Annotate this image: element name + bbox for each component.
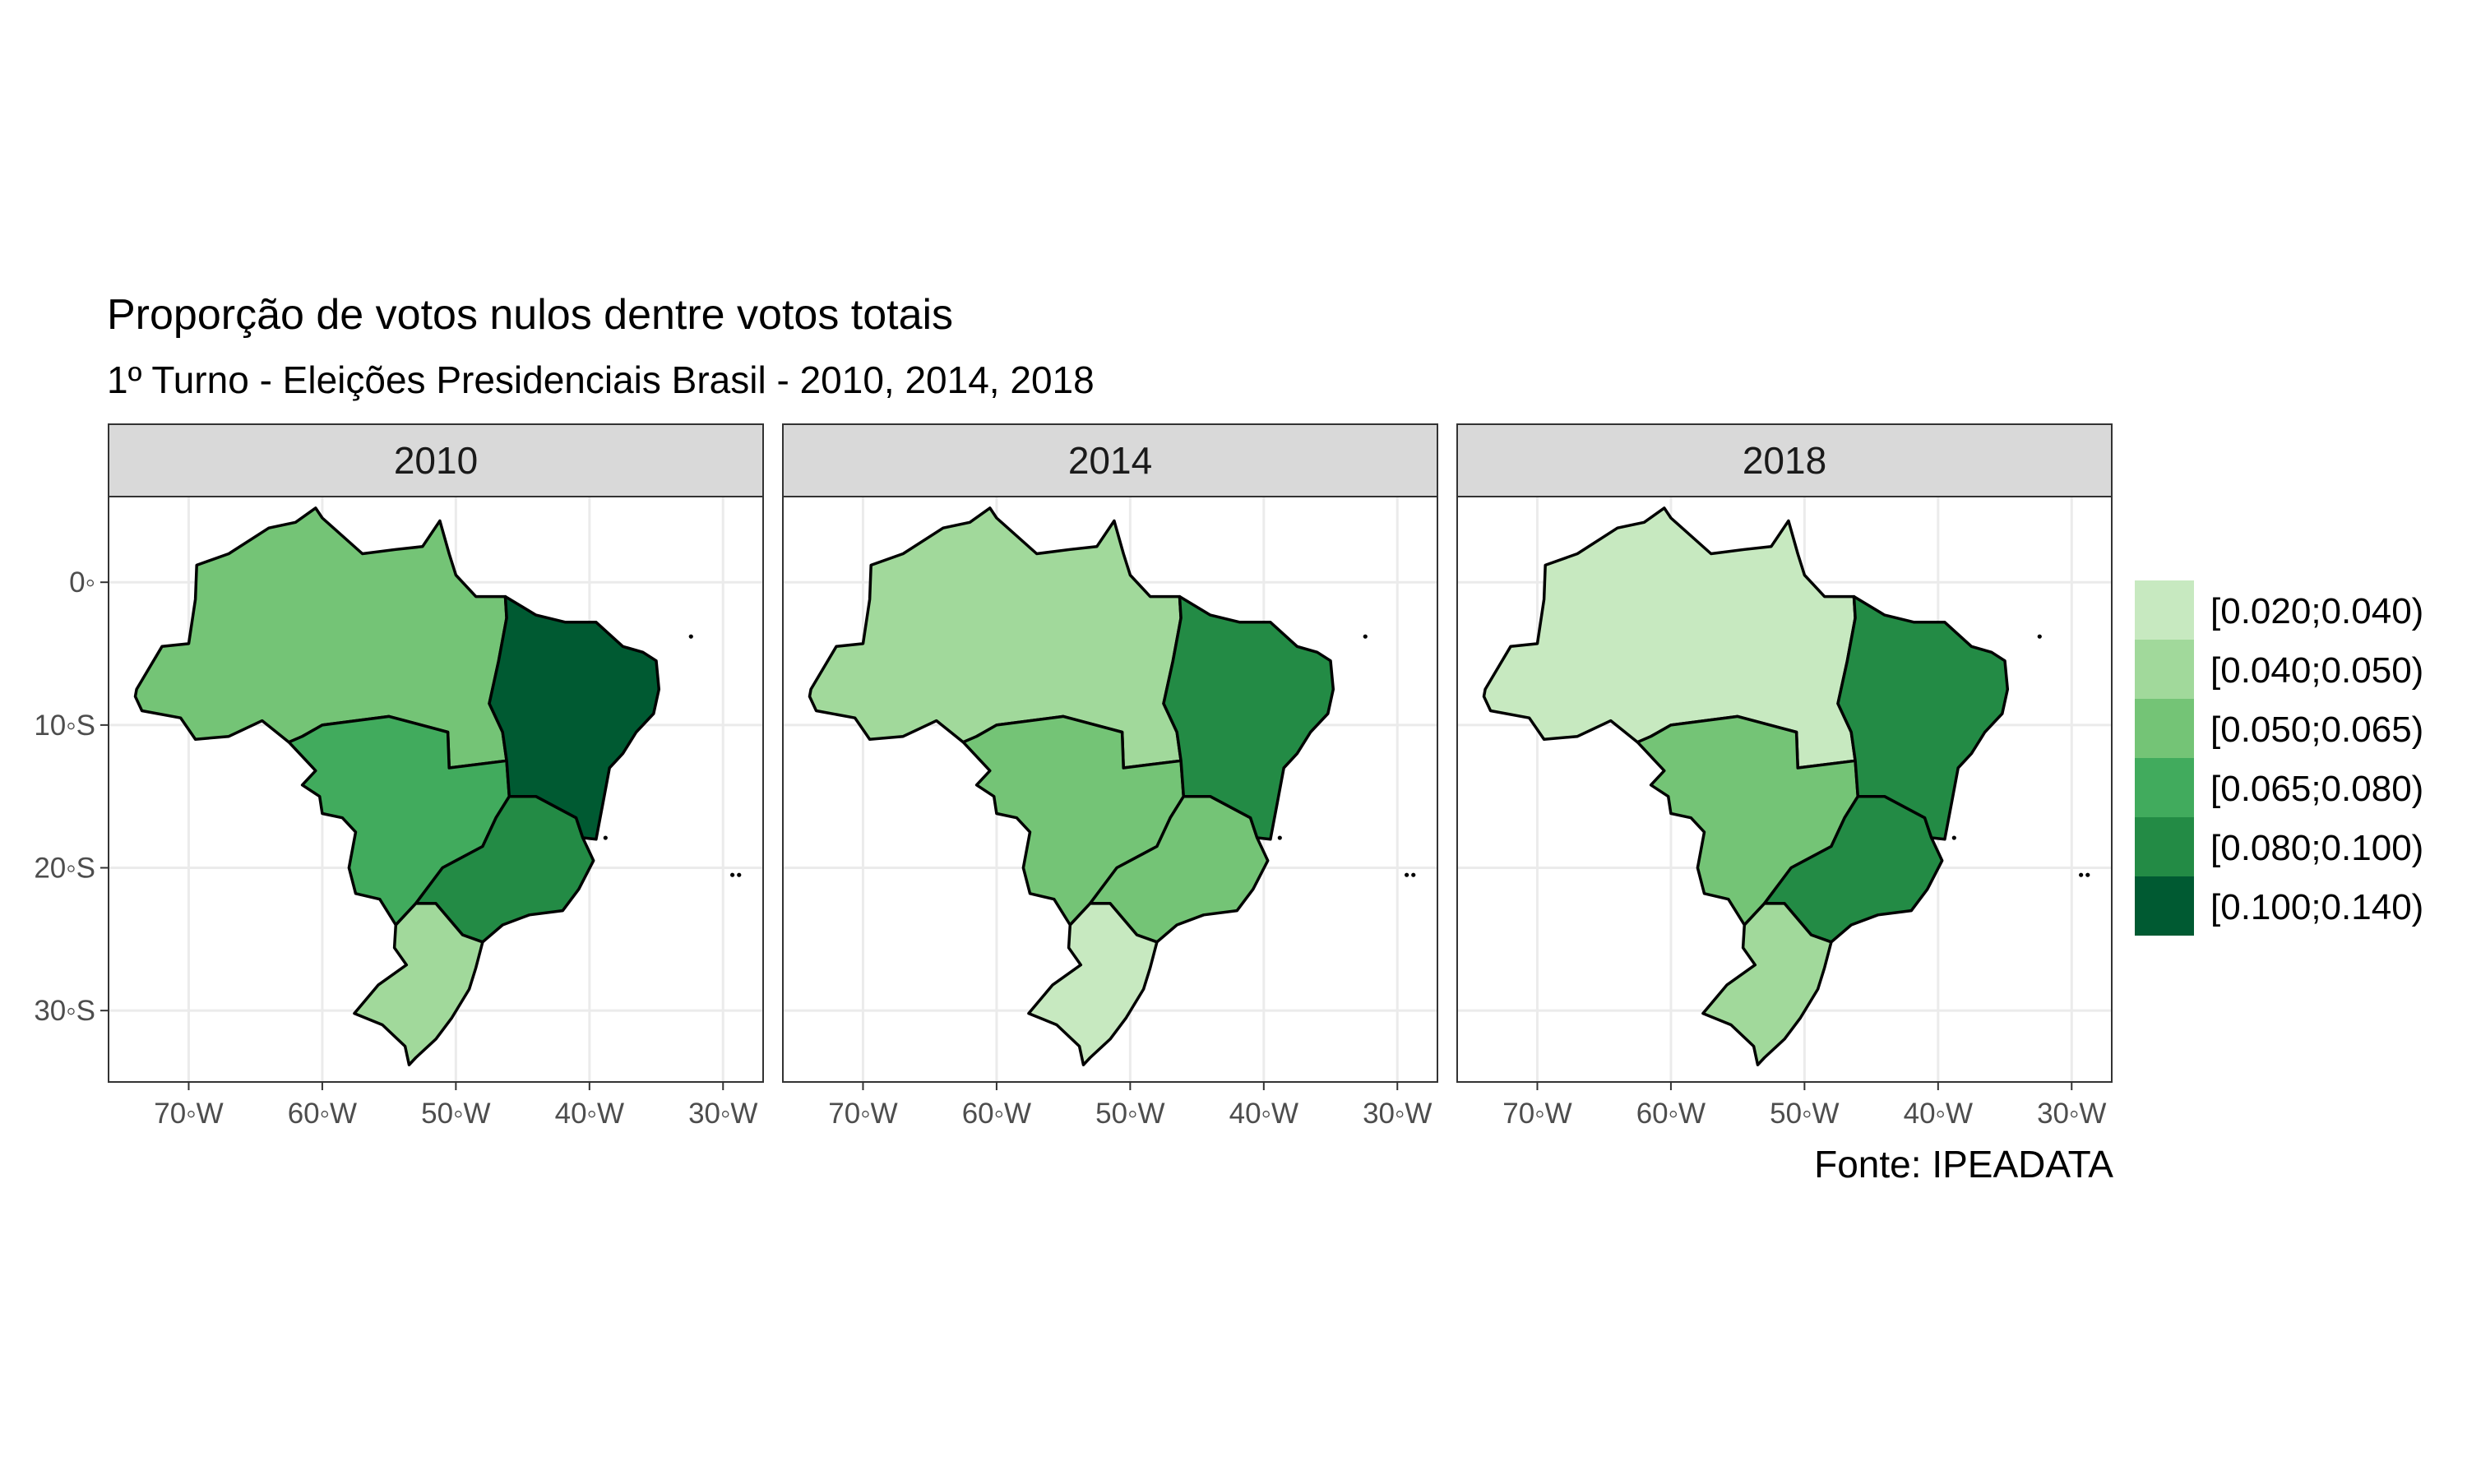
region-CO [961, 714, 1186, 927]
x-tick-label: 50◦W [1770, 1098, 1839, 1130]
island-marker [688, 634, 693, 639]
x-tick-label: 70◦W [1502, 1098, 1571, 1130]
facet-label: 2014 [1068, 439, 1152, 482]
island-marker [1405, 872, 1409, 877]
panel-border [108, 496, 764, 1083]
x-tick-label: 50◦W [421, 1098, 490, 1130]
island-marker [1277, 835, 1282, 840]
x-tick-label: 30◦W [688, 1098, 757, 1130]
island-marker [603, 835, 608, 840]
facet-strip [782, 423, 1438, 497]
y-tick-label: 30◦S [34, 995, 95, 1027]
region-S [1701, 902, 1833, 1066]
chart-caption: Fonte: IPEADATA [1814, 1143, 2113, 1186]
island-marker [2037, 634, 2042, 639]
legend-key [2135, 640, 2194, 699]
island-marker [730, 872, 735, 877]
legend-label: [0.050;0.065) [2210, 710, 2423, 750]
legend-key [2135, 758, 2194, 817]
island-marker [2079, 872, 2084, 877]
x-tick-label: 50◦W [1095, 1098, 1164, 1130]
legend-label: [0.100;0.140) [2210, 887, 2423, 927]
panel-border [1456, 496, 2113, 1083]
x-tick-label: 40◦W [555, 1098, 624, 1130]
legend-label: [0.065;0.080) [2210, 769, 2423, 809]
x-tick-label: 60◦W [1636, 1098, 1706, 1130]
x-tick-label: 30◦W [1363, 1098, 1432, 1130]
x-tick-label: 70◦W [828, 1098, 897, 1130]
legend-key [2135, 876, 2194, 936]
region-CO [1636, 714, 1860, 927]
facet-panel-2018: 2018 70◦W 60◦W 50◦W 40◦W 30◦W [1456, 423, 2113, 1130]
legend-label: [0.080;0.100) [2210, 828, 2423, 868]
region-S [353, 902, 484, 1066]
island-marker [1363, 634, 1368, 639]
legend: [0.020;0.040) [0.040;0.050) [0.050;0.065) [… [2135, 580, 2423, 936]
x-tick-label: 30◦W [2037, 1098, 2106, 1130]
x-tick-label: 40◦W [1229, 1098, 1298, 1130]
island-marker [1951, 835, 1956, 840]
island-marker [737, 872, 742, 877]
x-tick-label: 70◦W [154, 1098, 223, 1130]
y-tick-label: 20◦S [34, 853, 95, 885]
island-marker [1411, 872, 1416, 877]
facet-strip [108, 423, 764, 497]
facet-strip [1456, 423, 2113, 497]
facet-panel-2010: 2010 70◦W 60◦W 50◦W 40◦W 30◦W 0◦ 10◦S 20◦S 30◦S [34, 423, 764, 1130]
legend-key [2135, 580, 2194, 640]
legend-label: [0.040;0.050) [2210, 650, 2423, 691]
island-marker [2085, 872, 2090, 877]
region-NE [1836, 594, 2010, 841]
facet-panel-2014: 2014 70◦W 60◦W 50◦W 40◦W 30◦W [782, 423, 1438, 1130]
x-tick-label: 40◦W [1904, 1098, 1973, 1130]
chart-title: Proporção de votos nulos dentre votos to… [107, 291, 953, 339]
region-NE [1162, 594, 1335, 841]
region-CO [287, 714, 511, 927]
region-NE [488, 594, 661, 841]
facet-label: 2010 [394, 439, 478, 482]
legend-label: [0.020;0.040) [2210, 591, 2423, 631]
panel-border [782, 496, 1438, 1083]
legend-key [2135, 817, 2194, 876]
legend-key [2135, 699, 2194, 758]
region-S [1027, 902, 1159, 1066]
y-tick-label: 10◦S [34, 710, 95, 742]
chart-subtitle: 1º Turno - Eleições Presidenciais Brasil… [107, 358, 1095, 401]
x-tick-label: 60◦W [288, 1098, 357, 1130]
y-tick-label: 0◦ [69, 566, 95, 599]
x-tick-label: 60◦W [962, 1098, 1031, 1130]
facet-label: 2018 [1743, 439, 1826, 482]
